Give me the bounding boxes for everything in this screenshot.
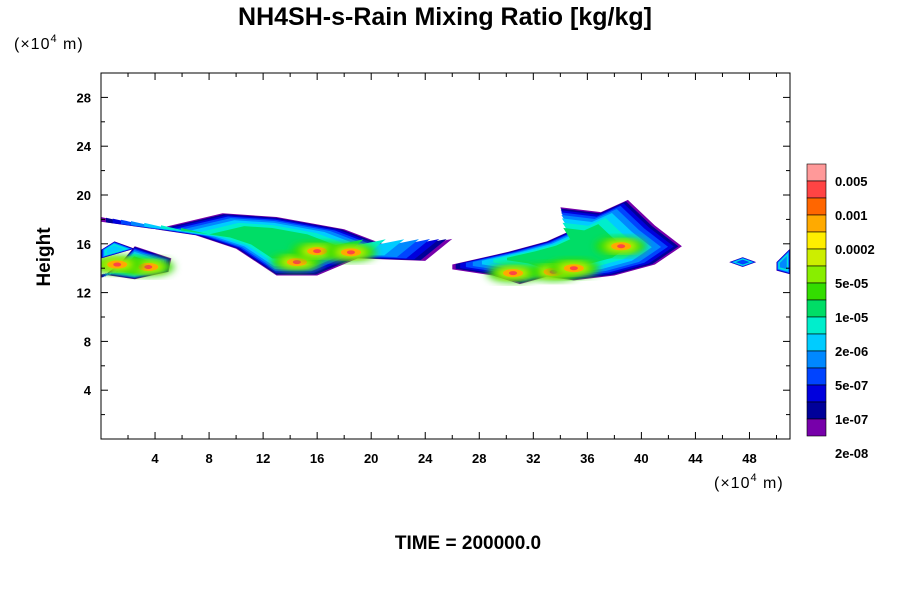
x-tick-label: 24 bbox=[418, 451, 433, 466]
colorbar-swatch bbox=[806, 265, 827, 284]
x-tick-label: 36 bbox=[580, 451, 594, 466]
field-hotspot bbox=[487, 264, 540, 283]
plot-frame bbox=[100, 72, 791, 440]
field-feature bbox=[452, 199, 682, 285]
hotspot-peak bbox=[617, 244, 626, 249]
x-tick-label: 4 bbox=[151, 451, 159, 466]
y-tick-label: 8 bbox=[84, 334, 91, 349]
x-unit-suffix: m) bbox=[758, 475, 784, 492]
field-hotspot bbox=[595, 237, 648, 256]
chart-title: NH4SH-s-Rain Mixing Ratio [kg/kg] bbox=[238, 3, 652, 31]
x-unit-exponent: 4 bbox=[750, 472, 757, 484]
x-tick-label: 40 bbox=[634, 451, 648, 466]
x-unit-prefix: (×10 bbox=[714, 475, 750, 492]
x-tick-label: 8 bbox=[205, 451, 212, 466]
colorbar-label: 0.0002 bbox=[835, 242, 875, 257]
field-feature bbox=[729, 257, 757, 267]
colorbar-swatch bbox=[806, 214, 827, 233]
colorbar-swatch bbox=[806, 367, 827, 386]
y-unit-prefix: (×10 bbox=[14, 36, 50, 53]
colorbar-swatch bbox=[806, 316, 827, 335]
field-contour bbox=[106, 245, 125, 255]
colorbar-label: 5e-05 bbox=[835, 276, 868, 291]
y-tick-label: 4 bbox=[84, 383, 92, 398]
colorbar-swatch bbox=[806, 299, 827, 318]
y-unit-suffix: m) bbox=[58, 36, 84, 53]
x-axis: 4 8 12 16 20 24 28 32 36 40 44 48 bbox=[127, 73, 777, 466]
x-tick-label: 48 bbox=[742, 451, 756, 466]
colorbar-label: 1e-05 bbox=[835, 310, 868, 325]
hotspot-peak bbox=[144, 264, 153, 269]
colorbar-label: 0.005 bbox=[835, 174, 868, 189]
colorbar-label: 0.001 bbox=[835, 208, 868, 223]
mixing-ratio-field bbox=[101, 199, 790, 285]
colorbar-swatch bbox=[806, 401, 827, 420]
field-feature bbox=[776, 248, 790, 275]
colorbar-label: 1e-07 bbox=[835, 412, 868, 427]
field-hotspot bbox=[547, 259, 600, 278]
plot-area bbox=[101, 199, 790, 285]
field-hotspot bbox=[101, 255, 144, 274]
x-tick-label: 16 bbox=[310, 451, 324, 466]
hotspot-peak bbox=[569, 266, 578, 271]
colorbar-swatch bbox=[806, 248, 827, 267]
field-feature bbox=[101, 241, 135, 259]
field-contour bbox=[735, 259, 750, 265]
x-tick-label: 20 bbox=[364, 451, 378, 466]
y-axis: 4 8 12 16 20 24 28 bbox=[77, 90, 790, 416]
field-feature bbox=[101, 213, 453, 276]
field-contour bbox=[181, 226, 364, 259]
y-tick-label: 20 bbox=[77, 188, 91, 203]
y-tick-label: 12 bbox=[77, 286, 91, 301]
colorbar-swatch bbox=[806, 350, 827, 369]
field-contour bbox=[507, 224, 627, 268]
colorbar-label: 2e-08 bbox=[835, 446, 868, 461]
x-tick-label: 44 bbox=[688, 451, 703, 466]
y-tick-label: 28 bbox=[77, 90, 91, 105]
y-tick-label: 24 bbox=[77, 139, 92, 154]
y-axis-title: Height bbox=[34, 227, 55, 287]
colorbar-swatch bbox=[806, 231, 827, 250]
x-tick-label: 32 bbox=[526, 451, 540, 466]
y-tick-label: 16 bbox=[77, 237, 91, 252]
colorbar-swatch bbox=[806, 418, 827, 437]
colorbar-swatch bbox=[806, 197, 827, 216]
hotspot-peak bbox=[113, 262, 122, 267]
hotspot-peak bbox=[509, 271, 518, 276]
colorbar-swatch bbox=[806, 282, 827, 301]
colorbar-swatch bbox=[806, 180, 827, 199]
hotspot-peak bbox=[346, 250, 355, 255]
colorbar-swatch bbox=[806, 333, 827, 352]
x-unit-label: (×104 m) bbox=[714, 472, 784, 492]
field-feature bbox=[101, 246, 175, 280]
x-tick-label: 28 bbox=[472, 451, 486, 466]
hotspot-peak bbox=[313, 249, 322, 254]
time-label: TIME = 200000.0 bbox=[395, 533, 541, 554]
colorbar: 0.005 0.001 0.0002 5e-05 1e-05 2e-06 5e-07 1e-0… bbox=[806, 163, 875, 461]
colorbar-swatch bbox=[806, 163, 827, 182]
field-hotspot bbox=[324, 243, 377, 262]
colorbar-label: 2e-06 bbox=[835, 344, 868, 359]
y-unit-exponent: 4 bbox=[50, 33, 57, 45]
colorbar-label: 5e-07 bbox=[835, 378, 868, 393]
field-contour bbox=[779, 256, 787, 270]
y-unit-label: (×104 m) bbox=[14, 33, 84, 53]
colorbar-swatch bbox=[806, 384, 827, 403]
x-tick-label: 12 bbox=[256, 451, 270, 466]
hotspot-peak bbox=[292, 260, 301, 265]
